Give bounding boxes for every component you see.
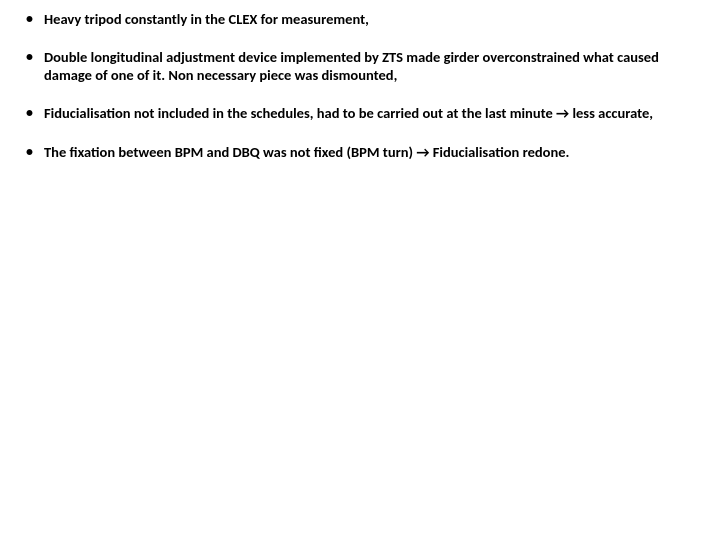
bullet-text: Fiducialisation not included in the sche… [44, 104, 653, 122]
bullet-text: Heavy tripod constantly in the CLEX for … [44, 10, 369, 28]
list-item: Heavy tripod constantly in the CLEX for … [20, 10, 700, 28]
bullet-list: Heavy tripod constantly in the CLEX for … [20, 10, 700, 161]
list-item: The fixation between BPM and DBQ was not… [20, 143, 700, 161]
bullet-text: The fixation between BPM and DBQ was not… [44, 143, 569, 161]
list-item: Double longitudinal adjustment device im… [20, 48, 700, 84]
slide-container: Heavy tripod constantly in the CLEX for … [0, 0, 720, 540]
bullet-text: Double longitudinal adjustment device im… [44, 48, 659, 84]
list-item: Fiducialisation not included in the sche… [20, 104, 700, 122]
